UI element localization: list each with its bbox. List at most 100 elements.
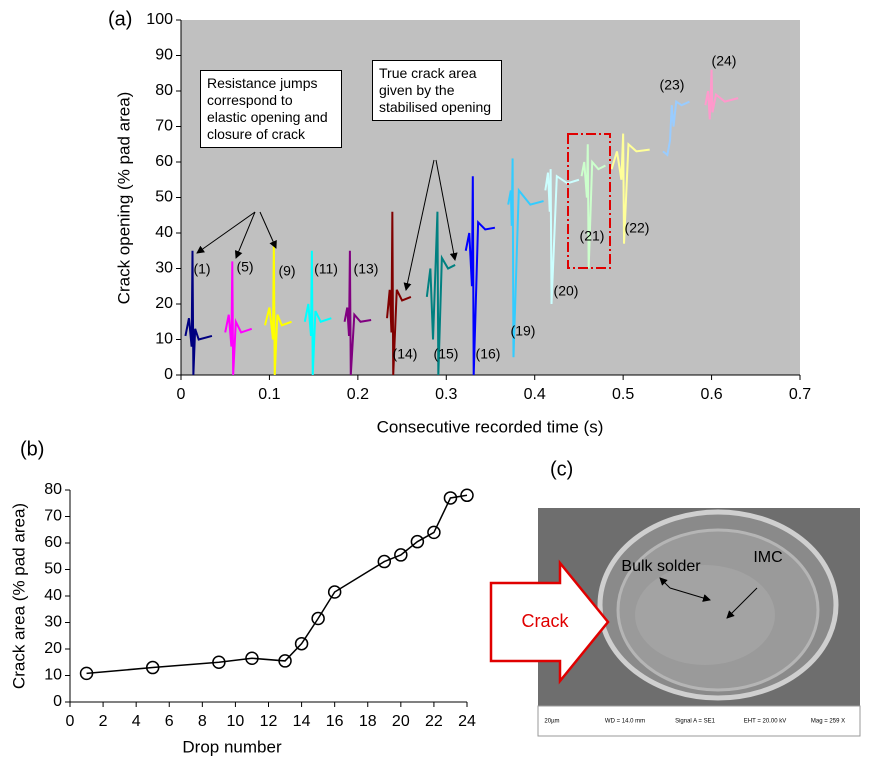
y-tick-label: 30	[44, 614, 62, 631]
trace	[580, 144, 606, 269]
x-axis-title: Drop number	[182, 737, 282, 756]
image-footer: Signal A = SE1	[675, 719, 716, 725]
drop-label: (20)	[554, 283, 579, 299]
drop-label: (21)	[580, 228, 605, 244]
marker	[294, 636, 309, 651]
y-tick-label: 80	[155, 82, 173, 99]
x-axis-title: Consecutive recorded time (s)	[377, 417, 604, 436]
x-tick-label: 10	[227, 713, 245, 730]
x-tick-label: 12	[260, 713, 278, 730]
marker	[145, 660, 160, 675]
x-tick-label: 14	[293, 713, 311, 730]
y-tick-label: 0	[164, 366, 173, 383]
x-tick-label: 0.3	[435, 386, 457, 403]
drop-label: (1)	[193, 261, 210, 277]
marker	[79, 666, 94, 681]
y-tick-label: 20	[155, 295, 173, 312]
image-label: Crack	[521, 611, 569, 631]
x-tick-label: 20	[392, 713, 410, 730]
drop-label: (11)	[314, 261, 338, 277]
annotation-arrows	[196, 159, 458, 291]
trace	[704, 69, 739, 120]
trace	[610, 133, 650, 244]
annotation: Resistance jumps correspond to elastic o…	[200, 70, 342, 148]
image-label: Bulk solder	[621, 558, 701, 575]
x-tick-label: 0	[177, 386, 186, 403]
drop-label: (16)	[476, 346, 501, 362]
drop-label: (23)	[660, 77, 685, 93]
marker	[443, 491, 458, 505]
x-tick-label: 18	[359, 713, 377, 730]
x-tick-label: 0.5	[612, 386, 634, 403]
drop-label: (9)	[278, 263, 295, 279]
line	[86, 494, 468, 675]
panel-label: (a)	[108, 8, 132, 30]
marker	[212, 655, 226, 669]
trace	[425, 211, 456, 376]
image-footer: EHT = 20.00 kV	[744, 719, 786, 725]
x-tick-label: 2	[99, 713, 108, 730]
y-tick-label: 10	[155, 331, 173, 348]
marker	[327, 585, 342, 599]
y-tick-label: 60	[44, 534, 62, 551]
x-tick-label: 0.1	[258, 386, 280, 403]
trace	[464, 176, 496, 376]
y-tick-label: 50	[44, 561, 62, 578]
y-tick-label: 70	[155, 118, 173, 135]
x-tick-label: 0	[66, 713, 75, 730]
y-tick-label: 80	[44, 481, 62, 498]
marker	[245, 651, 259, 666]
trace	[303, 250, 332, 376]
x-tick-label: 0.2	[347, 386, 369, 403]
trace	[264, 243, 292, 376]
y-axis-title: Crack opening (% pad area)	[114, 92, 133, 305]
panel-label: (c)	[550, 458, 573, 480]
trace	[184, 250, 213, 376]
x-tick-label: 4	[132, 713, 141, 730]
y-tick-label: 90	[155, 47, 173, 64]
marker	[460, 488, 474, 503]
y-tick-label: 70	[44, 508, 62, 525]
panel-label: (b)	[20, 438, 44, 460]
marker	[311, 611, 325, 626]
trace	[507, 158, 544, 358]
drop-label: (19)	[511, 323, 536, 339]
trace	[343, 250, 372, 376]
marker	[394, 548, 408, 562]
x-tick-label: 8	[198, 713, 207, 730]
trace	[224, 261, 253, 376]
trace	[662, 99, 690, 157]
x-tick-label: 6	[165, 713, 174, 730]
y-tick-label: 0	[53, 693, 62, 710]
image-footer: Mag = 259 X	[811, 719, 845, 725]
y-axis-title: Crack area (% pad area)	[9, 503, 28, 689]
x-tick-label: 0.7	[789, 386, 811, 403]
marker	[377, 554, 392, 569]
highlight-box	[567, 133, 611, 269]
y-tick-label: 20	[44, 640, 62, 657]
trace	[386, 211, 412, 376]
drop-label: (5)	[236, 259, 253, 275]
image-footer: WD = 14.0 mm	[605, 719, 645, 725]
annotation: True crack area given by the stabilised …	[372, 60, 502, 121]
x-tick-label: 0.4	[524, 386, 546, 403]
x-tick-label: 22	[425, 713, 443, 730]
image-footer: 20µm	[544, 719, 559, 725]
y-tick-label: 10	[44, 667, 62, 684]
y-tick-label: 50	[155, 189, 173, 206]
y-tick-label: 60	[155, 153, 173, 170]
drop-label: (22)	[625, 220, 650, 236]
trace	[544, 169, 580, 305]
marker	[410, 534, 425, 549]
drop-label: (15)	[434, 346, 459, 362]
marker	[278, 654, 292, 668]
x-tick-label: 24	[458, 713, 476, 730]
drop-label: (14)	[393, 346, 418, 362]
y-tick-label: 100	[146, 11, 173, 28]
drop-label: (24)	[712, 53, 737, 69]
sem-image	[489, 508, 861, 737]
y-tick-label: 40	[44, 587, 62, 604]
x-tick-label: 16	[326, 713, 344, 730]
marker	[427, 525, 441, 540]
